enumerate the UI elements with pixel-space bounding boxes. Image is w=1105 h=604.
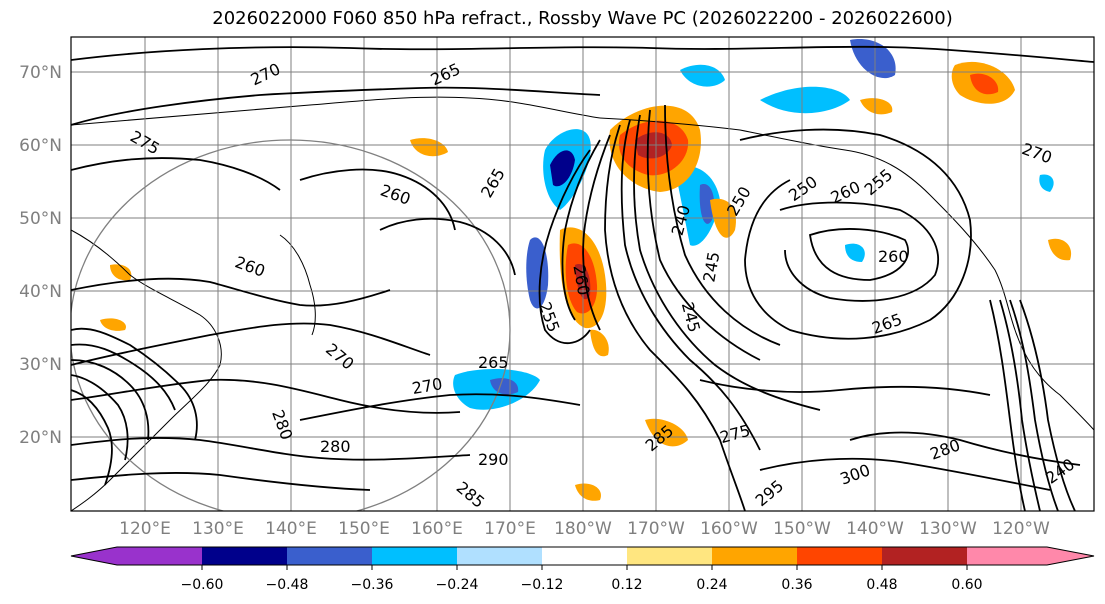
anomaly-patch	[575, 483, 601, 501]
anomaly-patch	[1048, 238, 1072, 261]
anomaly-patch	[410, 138, 448, 157]
anomaly-patch	[699, 184, 715, 224]
colorbar-segment	[712, 547, 797, 565]
latitude-labels: 70°N 60°N 50°N 40°N 30°N 20°N	[19, 63, 62, 448]
colorbar-tick-label: 0.24	[696, 577, 727, 593]
anomaly-patch	[845, 243, 865, 262]
anomaly-patch	[550, 150, 575, 187]
coastlines	[71, 96, 1094, 511]
colorbar-segment	[287, 547, 372, 565]
lon-label: 180°W	[554, 519, 612, 539]
lat-label: 60°N	[19, 136, 62, 156]
colorbar-segment	[797, 547, 882, 565]
lat-label: 30°N	[19, 355, 62, 375]
refractivity-contours	[71, 45, 1094, 511]
colorbar-tick-label: 0.12	[611, 577, 642, 593]
lon-label: 140°W	[846, 519, 904, 539]
lon-label: 170°E	[484, 519, 536, 539]
colorbar-segment	[457, 547, 542, 565]
lat-label: 70°N	[19, 63, 62, 83]
contour-label: 260	[878, 247, 909, 266]
anomaly-patch	[110, 264, 132, 281]
colorbar-tick-label: −0.48	[266, 577, 309, 593]
lon-label: 160°W	[700, 519, 758, 539]
anomaly-patch	[590, 329, 609, 357]
lat-label: 40°N	[19, 282, 62, 302]
colorbar-tick-label: 0.48	[866, 577, 897, 593]
anomaly-patch	[760, 86, 850, 114]
colorbar-tick-label: −0.24	[436, 577, 479, 593]
lon-label: 160°E	[411, 519, 463, 539]
lon-label: 120°W	[992, 519, 1050, 539]
colorbar-tick-label: −0.60	[181, 577, 224, 593]
colorbar-segment	[882, 547, 967, 565]
contour-label: 280	[320, 437, 351, 456]
anomaly-patch	[1039, 174, 1054, 192]
colorbar-segment	[1047, 547, 1094, 565]
anomaly-patch	[675, 166, 720, 246]
coastline	[599, 117, 1094, 431]
lon-label: 150°E	[338, 519, 390, 539]
colorbar-segment	[117, 547, 202, 565]
coastline	[279, 234, 316, 336]
lon-label: 130°E	[192, 519, 244, 539]
longitude-labels: 120°E 130°E 140°E 150°E 160°E 170°E 180°…	[119, 519, 1050, 539]
anomaly-patch	[490, 378, 519, 395]
lon-label: 170°W	[627, 519, 685, 539]
anomaly-patch	[970, 73, 999, 95]
coastline	[71, 96, 601, 126]
lon-label: 130°W	[919, 519, 977, 539]
colorbar-segment	[967, 547, 1047, 565]
lat-label: 20°N	[19, 428, 62, 448]
colorbar-tick-label: 0.60	[951, 577, 982, 593]
colorbar-segment	[542, 547, 627, 565]
lon-label: 140°E	[265, 519, 317, 539]
colorbar-segment	[372, 547, 457, 565]
lon-label: 120°E	[119, 519, 171, 539]
colorbar-outline	[70, 546, 1095, 566]
coastline	[71, 229, 222, 511]
lon-label: 150°W	[773, 519, 831, 539]
map-frame	[70, 36, 1095, 512]
anomaly-patch	[850, 39, 896, 79]
anomaly-patch	[860, 98, 893, 115]
graticule	[71, 37, 1094, 511]
reference-circle	[71, 139, 511, 511]
map-content: 270 265 275 260 265 260 255 250 245 240 …	[71, 37, 1094, 511]
contour-label: 265	[478, 353, 509, 372]
colorbar-segment	[71, 547, 117, 565]
colorbar-tick-label: −0.12	[521, 577, 564, 593]
lat-label: 50°N	[19, 209, 62, 229]
anomaly-patch	[100, 318, 126, 331]
chart-title: 2026022000 F060 850 hPa refract., Rossby…	[212, 8, 953, 29]
colorbar: −0.60 −0.48 −0.36 −0.24 −0.12 0.12 0.24 …	[70, 546, 1095, 593]
colorbar-segment	[202, 547, 287, 565]
colorbar-tick-label: −0.36	[351, 577, 394, 593]
colorbar-tick-label: 0.36	[781, 577, 812, 593]
colorbar-segment	[627, 547, 712, 565]
contour-label: 290	[478, 450, 509, 469]
anomaly-patch	[680, 64, 725, 87]
